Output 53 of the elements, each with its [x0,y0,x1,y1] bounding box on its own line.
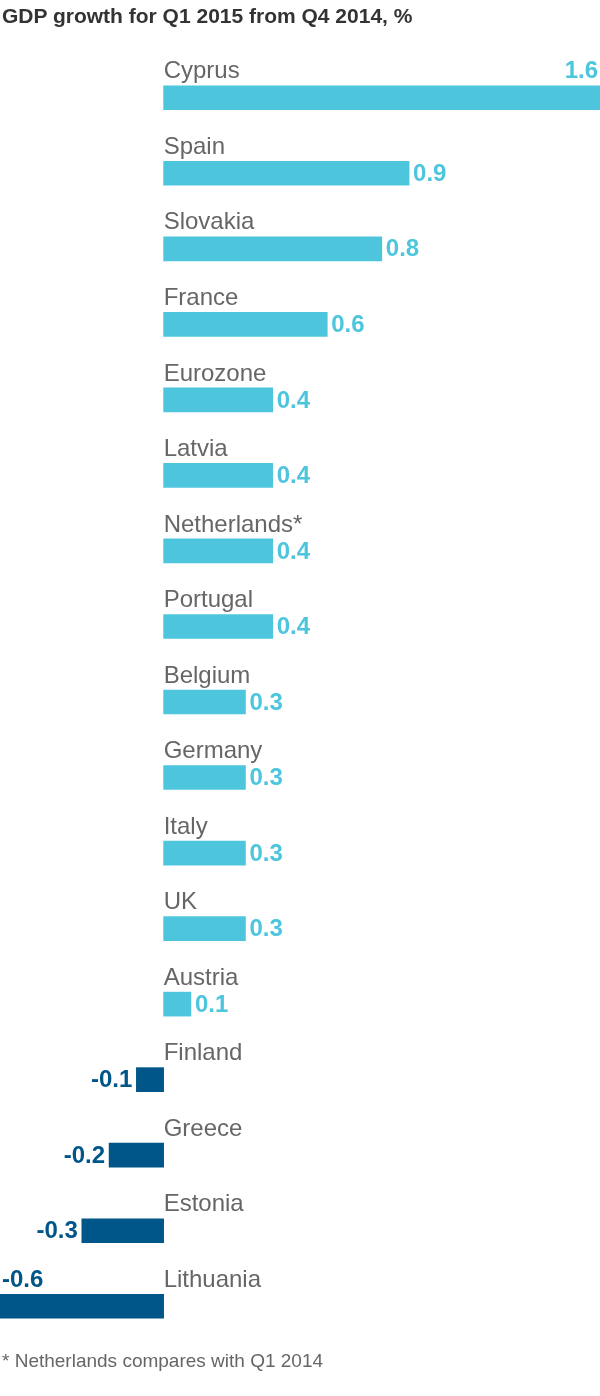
data-label: 0.4 [276,461,311,489]
data-label: 0.3 [249,838,283,866]
y-tick-label: Austria [163,962,239,990]
data-label: 0.3 [249,687,283,715]
data-label: 0.6 [331,309,365,337]
y-tick-label: Netherlands* [163,509,303,537]
y-tick-label: Finland [163,1038,243,1066]
bar [163,916,246,941]
bar [163,538,274,564]
bar [163,991,192,1017]
data-label: 0.4 [276,385,311,413]
data-label: 0.4 [276,536,311,564]
bar [163,689,246,715]
y-tick-label: Belgium [163,660,251,688]
y-tick-label: Latvia [163,434,229,462]
bar [136,1067,164,1092]
data-label: 0.3 [249,914,283,942]
bar [163,614,274,639]
data-label: -0.2 [63,1140,106,1168]
y-tick-label: UK [163,887,197,915]
bar [163,236,383,262]
data-label: 0.9 [413,158,447,186]
data-label: 1.6 [564,56,598,84]
y-tick-label: Greece [163,1113,243,1141]
data-label: 0.1 [194,989,229,1017]
data-label: 0.4 [276,612,311,640]
text: * Netherlands compares with Q1 2014 [2,1350,325,1372]
y-tick-label: Eurozone [163,358,267,386]
data-label: 0.8 [385,234,420,262]
y-tick-label: Portugal [163,585,254,613]
bar [81,1218,164,1244]
y-tick-label: Slovakia [163,207,255,235]
y-tick-label: Cyprus [163,56,240,84]
y-tick-label: Italy [163,811,208,839]
y-tick-label: Germany [163,736,263,764]
data-label: -0.3 [36,1216,78,1244]
bar [163,160,410,186]
bar [163,840,246,866]
chart-title: GDP growth for Q1 2015 from Q4 2014, % [1,3,414,29]
bar [163,85,600,111]
y-tick-label: France [163,282,239,310]
bar [163,387,274,413]
bar [108,1142,164,1168]
data-label: -0.6 [2,1264,44,1292]
y-tick-label: Lithuania [163,1264,262,1292]
bar [163,312,328,337]
bar [0,1293,164,1319]
bar [163,765,246,790]
bar [163,463,274,488]
data-label: 0.3 [249,763,283,791]
y-tick-label: Estonia [163,1189,245,1217]
data-label: -0.1 [91,1065,133,1093]
y-tick-label: Spain [163,131,226,159]
